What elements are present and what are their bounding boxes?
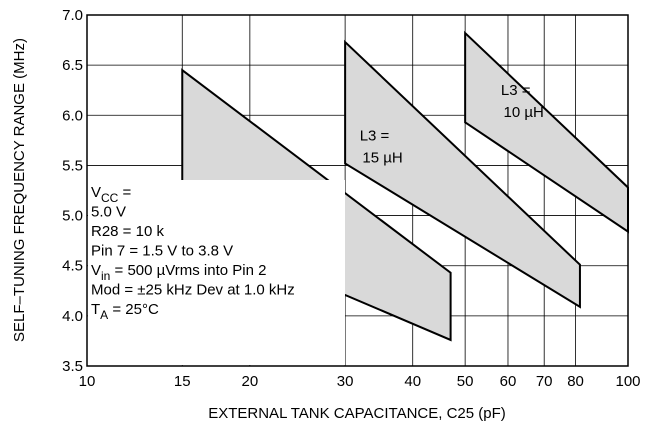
x-tick-label: 60 <box>500 373 517 390</box>
annotation-after: = 25°C <box>108 301 159 318</box>
x-tick-label: 40 <box>404 373 421 390</box>
x-tick-label: 100 <box>615 373 640 390</box>
annotation-line: Vin = 500 µVrms into Pin 2 <box>91 262 266 283</box>
band-label: 10 µH <box>504 104 544 121</box>
annotation-bg <box>88 180 345 365</box>
annotation-line: Pin 7 = 1.5 V to 3.8 V <box>91 243 233 260</box>
x-tick-label: 20 <box>242 373 259 390</box>
x-tick-label: 70 <box>536 373 553 390</box>
annotation-text: T <box>91 301 100 318</box>
y-tick-label: 3.5 <box>62 358 83 375</box>
annotation-text: R28 = 10 k <box>91 223 164 240</box>
y-tick-label: 6.5 <box>62 57 83 74</box>
band-label: L3 = <box>501 82 531 99</box>
x-tick-label: 50 <box>457 373 474 390</box>
x-axis-label: EXTERNAL TANK CAPACITANCE, C25 (pF) <box>208 405 506 422</box>
x-tick-label: 10 <box>79 373 96 390</box>
annotation-text: Pin 7 = 1.5 V to 3.8 V <box>91 243 233 260</box>
y-tick-label: 6.0 <box>62 107 83 124</box>
x-tick-label: 30 <box>337 373 354 390</box>
band <box>344 39 581 309</box>
annotation-text: 5.0 V <box>91 204 126 221</box>
annotation-after: = 500 µVrms into Pin 2 <box>110 262 266 279</box>
annotation-after: = <box>118 184 131 201</box>
annotation-text: Mod = ±25 kHz Dev at 1.0 kHz <box>91 282 295 299</box>
x-tick-label: 80 <box>567 373 584 390</box>
annotation-line: TA = 25°C <box>91 301 159 322</box>
x-tick-label: 15 <box>174 373 191 390</box>
annotation-sub: A <box>100 308 108 322</box>
y-tick-label: 4.5 <box>62 258 83 275</box>
annotation-text: V <box>91 184 101 201</box>
y-axis-label: SELF–TUNING FREQUENCY RANGE (MHz) <box>11 38 28 342</box>
y-tick-label: 5.0 <box>62 208 83 225</box>
annotation-sub: in <box>101 269 110 283</box>
y-tick-label: 7.0 <box>62 7 83 24</box>
y-tick-label: 5.5 <box>62 157 83 174</box>
annotation-line: VCC = <box>91 184 132 205</box>
plot-frame <box>86 14 629 367</box>
annotation-line: R28 = 10 k <box>91 223 164 240</box>
y-tick-label: 4.0 <box>62 308 83 325</box>
band-label: L3 = <box>360 127 390 144</box>
band-label: 15 µH <box>362 149 402 166</box>
annotation-line: 5.0 V <box>91 204 126 221</box>
annotation-line: Mod = ±25 kHz Dev at 1.0 kHz <box>91 282 295 299</box>
annotation-sub: CC <box>101 191 119 205</box>
annotation-text: V <box>91 262 101 279</box>
